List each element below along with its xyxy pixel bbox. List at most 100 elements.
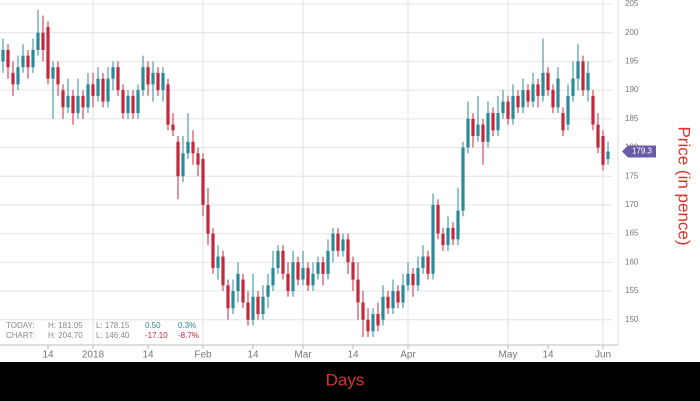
x-tick-label: 14	[142, 350, 154, 361]
candle-body	[201, 159, 205, 205]
candle-body	[401, 285, 405, 303]
candle-body	[346, 239, 350, 263]
candle-body	[371, 314, 375, 332]
candle-body	[186, 141, 190, 154]
candle-body	[241, 279, 245, 303]
candle-body	[361, 302, 365, 320]
x-tick-label: Mar	[294, 350, 312, 361]
y-tick-label: 190	[625, 85, 639, 94]
candle-body	[311, 273, 315, 286]
x-tick-label: 14	[542, 350, 554, 361]
candle-body	[486, 113, 490, 142]
candle-body	[46, 26, 50, 79]
candle-body	[131, 95, 135, 114]
candle-body	[396, 291, 400, 303]
candle-body	[136, 90, 140, 114]
candle-body	[126, 95, 130, 114]
candle-body	[531, 84, 535, 102]
candle-body	[261, 296, 265, 315]
candle-body	[476, 124, 480, 137]
x-tick-label: Jun	[595, 350, 611, 361]
candle-body	[296, 262, 300, 280]
candle-body	[381, 296, 385, 320]
candle-body	[581, 61, 585, 91]
candle-body	[281, 250, 285, 274]
y-tick-label: 155	[625, 286, 639, 295]
candle-body	[106, 78, 110, 102]
candle-body	[366, 319, 370, 332]
x-tick-label: Apr	[400, 350, 416, 361]
candle-body	[536, 84, 540, 96]
y-tick-label: 165	[625, 229, 639, 238]
candle-body	[251, 296, 255, 320]
candle-body	[266, 285, 270, 297]
candle-body	[276, 250, 280, 269]
candle-body	[506, 101, 510, 119]
x-tick-label: 14	[42, 350, 54, 361]
candle-body	[426, 256, 430, 274]
x-axis-label: Days	[326, 370, 365, 389]
candle-body	[331, 233, 335, 251]
candle-body	[81, 95, 85, 108]
candle-body	[141, 67, 145, 91]
candle-body	[181, 153, 185, 177]
candle-body	[416, 268, 420, 286]
candle-body	[71, 95, 75, 114]
candle-body	[171, 124, 175, 131]
candle-body	[176, 141, 180, 177]
stats-text: H: 204.70	[48, 331, 83, 340]
candle-body	[441, 233, 445, 246]
candle-body	[286, 273, 290, 292]
candle-body	[246, 302, 250, 320]
footer-band	[0, 362, 700, 401]
candle-body	[221, 256, 225, 286]
candle-body	[21, 55, 25, 68]
y-tick-label: 185	[625, 114, 639, 123]
candle-body	[466, 118, 470, 148]
stats-text: -8.7%	[178, 331, 199, 340]
candle-body	[116, 67, 120, 91]
candle-body	[16, 67, 20, 85]
stats-text: 0.50	[145, 321, 161, 330]
y-tick-label: 150	[625, 315, 639, 324]
y-tick-label: 200	[625, 28, 639, 37]
candle-body	[551, 90, 555, 108]
y-tick-label: 175	[625, 171, 639, 180]
stats-text: CHART:	[6, 331, 35, 340]
candle-body	[541, 72, 545, 96]
candle-body	[41, 32, 45, 50]
x-tick-label: 2018	[82, 350, 105, 361]
candle-body	[121, 90, 125, 114]
stats-text: TODAY:	[6, 321, 35, 330]
candle-body	[231, 291, 235, 309]
candle-body	[146, 67, 150, 85]
candle-body	[516, 95, 520, 108]
candle-body	[31, 49, 35, 68]
x-tick-label: 14	[247, 350, 259, 361]
candle-body	[306, 268, 310, 286]
candle-body	[326, 250, 330, 274]
candle-body	[56, 67, 60, 85]
candle-body	[321, 262, 325, 274]
candle-body	[336, 233, 340, 251]
candle-body	[446, 227, 450, 246]
candle-body	[471, 118, 475, 137]
y-tick-label: 170	[625, 200, 639, 209]
candle-body	[101, 78, 105, 102]
candle-body	[11, 72, 15, 85]
candle-body	[421, 256, 425, 269]
candle-body	[566, 95, 570, 125]
candle-body	[66, 95, 70, 108]
candle-body	[436, 204, 440, 234]
candle-body	[196, 153, 200, 165]
candle-body	[526, 90, 530, 102]
candle-body	[36, 32, 40, 50]
candle-body	[301, 268, 305, 280]
candle-body	[356, 279, 360, 303]
candle-body	[491, 113, 495, 131]
candle-body	[226, 285, 230, 309]
candle-body	[256, 296, 260, 315]
candle-body	[206, 204, 210, 234]
candle-body	[271, 268, 275, 286]
